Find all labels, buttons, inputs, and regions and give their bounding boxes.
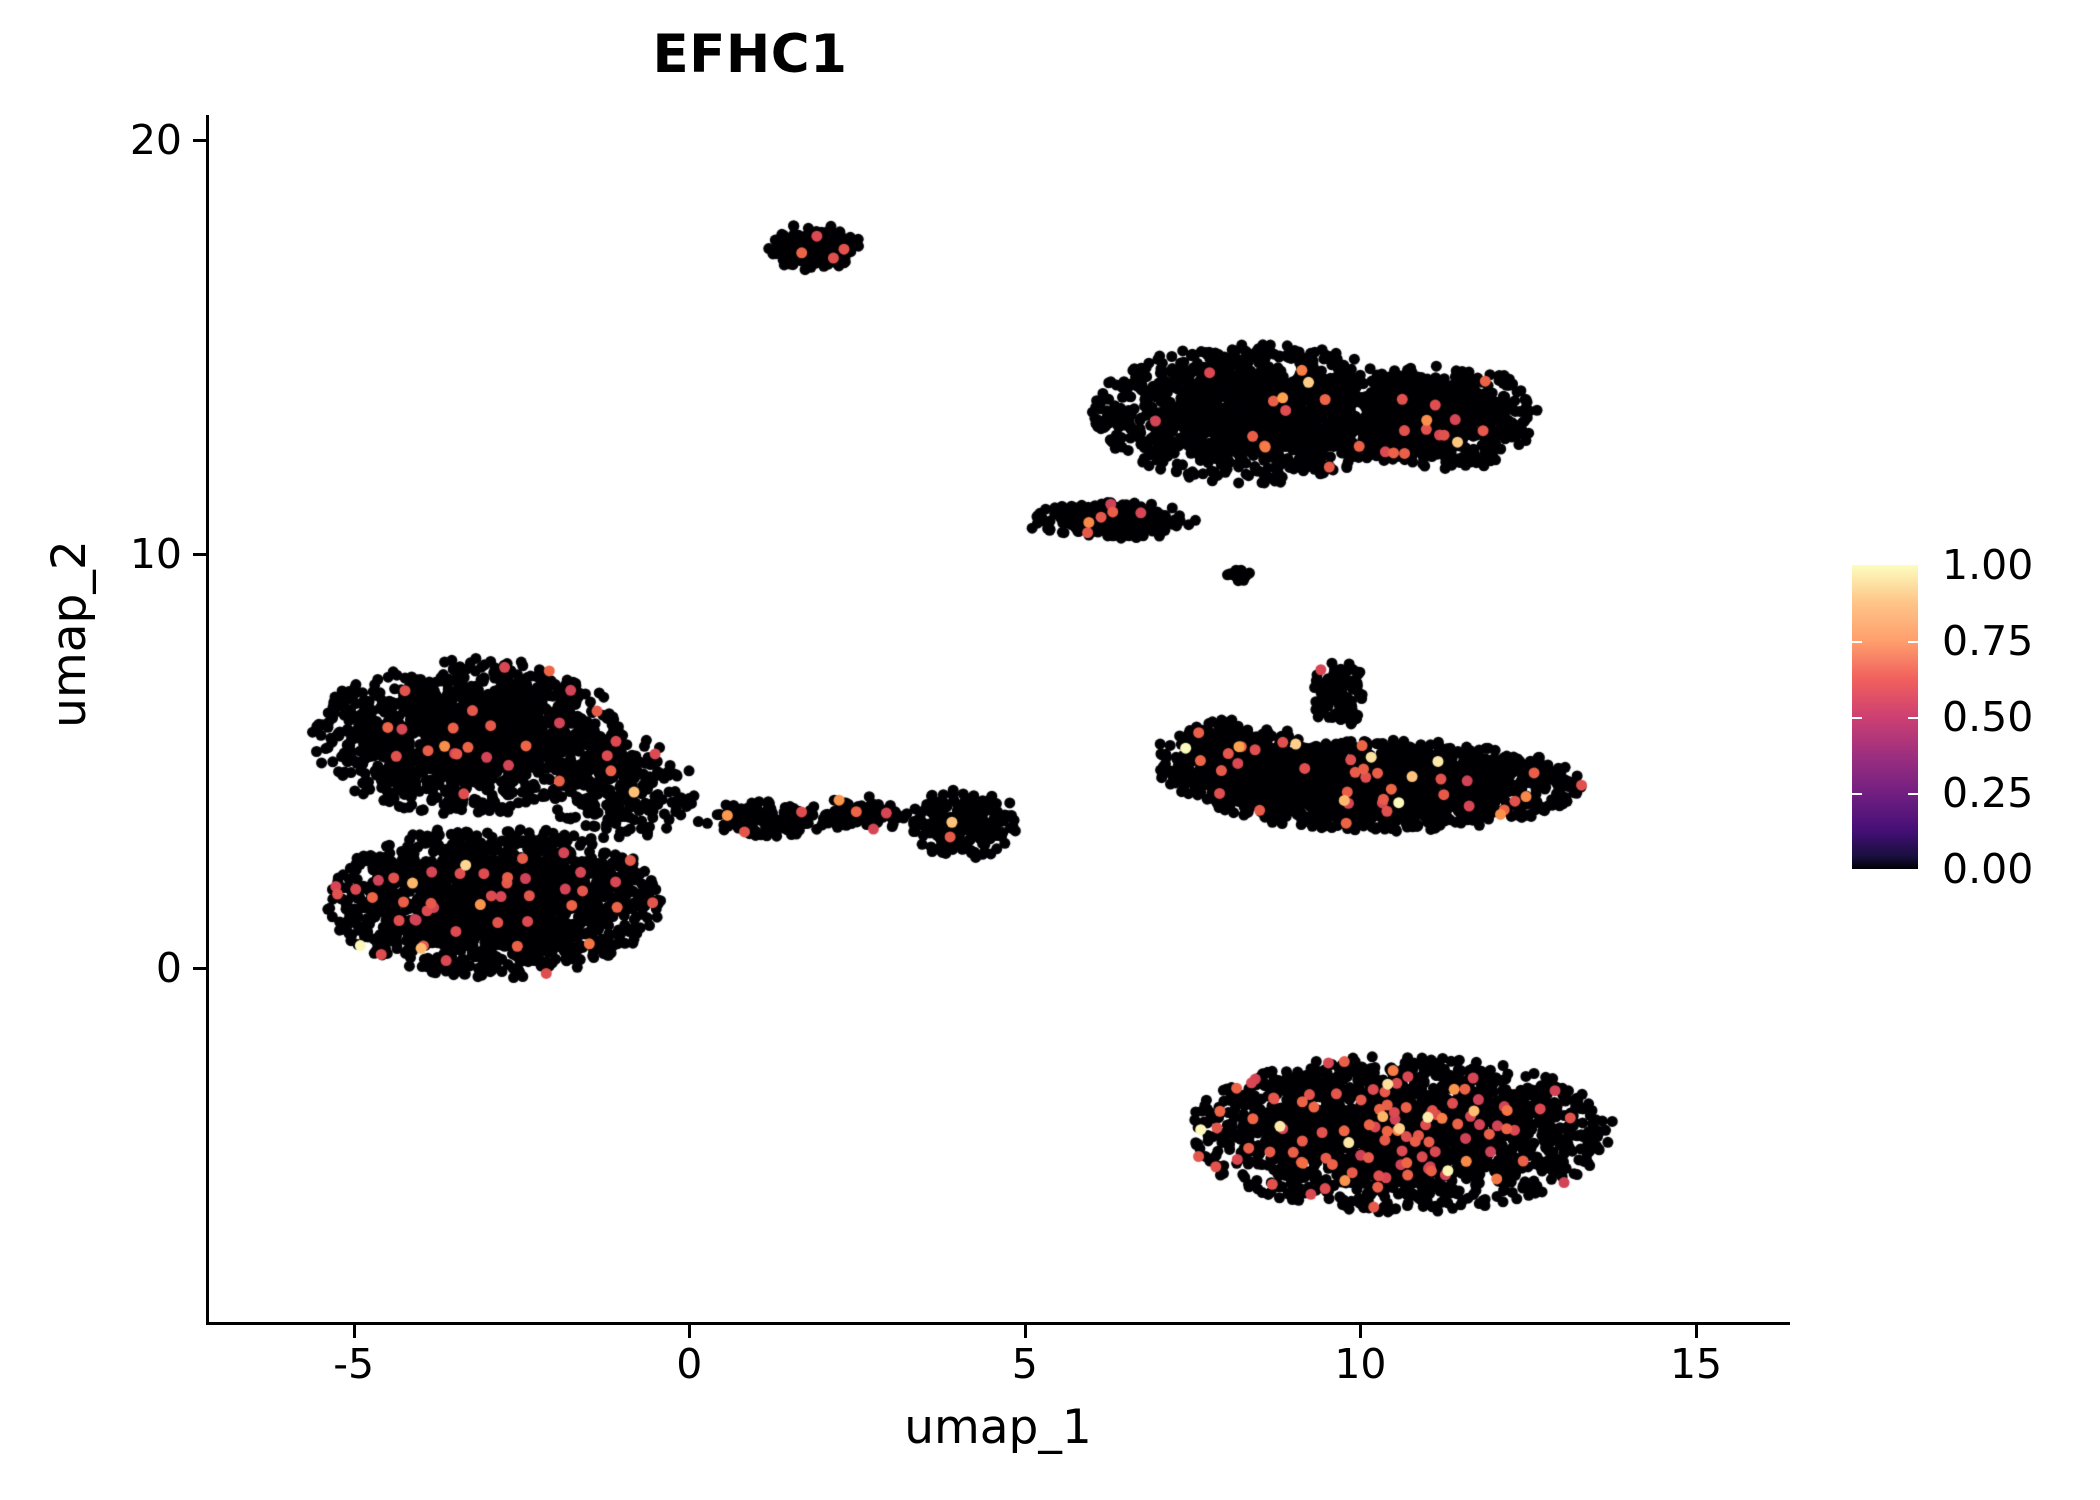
- colorbar-tick-mark: [1852, 793, 1862, 795]
- x-tick-mark: [352, 1325, 356, 1338]
- x-tick-label: 5: [1011, 1340, 1038, 1388]
- x-tick-label: 15: [1669, 1340, 1723, 1388]
- colorbar-tick-mark: [1908, 793, 1918, 795]
- colorbar-tick-label: 0.25: [1942, 769, 2034, 817]
- x-axis-label: umap_1: [904, 1400, 1092, 1455]
- colorbar-tick-mark: [1852, 641, 1862, 643]
- y-tick-mark: [193, 966, 206, 970]
- y-axis-spine: [206, 115, 209, 1324]
- x-tick-mark: [688, 1325, 692, 1338]
- colorbar-tick-label: 1.00: [1942, 541, 2034, 589]
- x-tick-mark: [1695, 1325, 1699, 1338]
- x-tick-mark: [1023, 1325, 1027, 1338]
- scatter-plot-area: [206, 115, 1798, 1325]
- page-title: EFHC1: [652, 24, 848, 85]
- colorbar-tick-label: 0.50: [1942, 693, 2034, 741]
- y-tick-mark: [193, 138, 206, 142]
- y-tick-label: 10: [129, 529, 182, 578]
- scatter-points-canvas: [206, 115, 1798, 1325]
- x-axis-spine: [206, 1322, 1790, 1325]
- x-tick-mark: [1359, 1325, 1363, 1338]
- x-tick-label: 10: [1334, 1340, 1387, 1388]
- colorbar-tick-mark: [1852, 717, 1862, 719]
- colorbar-tick-mark: [1908, 641, 1918, 643]
- y-axis-label: umap_2: [41, 540, 97, 728]
- x-tick-label: -5: [333, 1340, 375, 1388]
- y-tick-label: 0: [155, 943, 182, 992]
- y-axis-label-wrapper: umap_2: [39, 29, 99, 1239]
- colorbar-gradient: [1852, 565, 1918, 869]
- y-tick-mark: [193, 552, 206, 556]
- colorbar-tick-mark: [1908, 717, 1918, 719]
- y-tick-label: 20: [129, 115, 182, 164]
- x-tick-label: 0: [676, 1340, 703, 1388]
- colorbar-tick-label: 0.75: [1942, 617, 2034, 665]
- colorbar-tick-label: 0.00: [1942, 845, 2034, 893]
